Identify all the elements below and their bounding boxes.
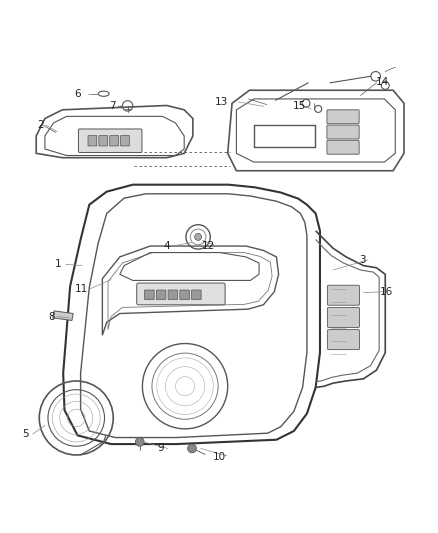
Text: 14: 14 <box>375 77 389 86</box>
Text: 12: 12 <box>201 240 215 251</box>
Text: 7: 7 <box>109 101 116 111</box>
Text: 13: 13 <box>215 97 228 107</box>
Text: 1: 1 <box>55 260 61 269</box>
FancyBboxPatch shape <box>191 290 201 300</box>
FancyBboxPatch shape <box>156 290 166 300</box>
FancyBboxPatch shape <box>327 125 359 139</box>
Text: 6: 6 <box>74 88 81 99</box>
FancyBboxPatch shape <box>327 285 360 305</box>
FancyBboxPatch shape <box>145 290 154 300</box>
Text: 8: 8 <box>48 312 55 321</box>
FancyBboxPatch shape <box>327 329 360 350</box>
FancyBboxPatch shape <box>110 135 118 146</box>
FancyBboxPatch shape <box>88 135 97 146</box>
FancyBboxPatch shape <box>327 140 359 154</box>
Text: 11: 11 <box>75 284 88 294</box>
FancyBboxPatch shape <box>327 308 360 327</box>
FancyBboxPatch shape <box>168 290 178 300</box>
Text: 5: 5 <box>22 429 28 439</box>
Circle shape <box>135 438 144 446</box>
FancyBboxPatch shape <box>120 135 129 146</box>
Text: 15: 15 <box>293 101 306 111</box>
Text: 16: 16 <box>380 287 393 297</box>
FancyBboxPatch shape <box>327 110 359 124</box>
FancyBboxPatch shape <box>99 135 108 146</box>
FancyBboxPatch shape <box>78 129 142 152</box>
Text: 4: 4 <box>163 240 170 251</box>
Text: 9: 9 <box>157 443 163 454</box>
Text: 3: 3 <box>359 255 366 265</box>
Text: 2: 2 <box>37 120 44 130</box>
Circle shape <box>187 444 196 453</box>
FancyBboxPatch shape <box>137 283 225 305</box>
Text: 10: 10 <box>212 452 226 462</box>
Circle shape <box>194 233 201 240</box>
Polygon shape <box>53 311 73 320</box>
FancyBboxPatch shape <box>180 290 189 300</box>
